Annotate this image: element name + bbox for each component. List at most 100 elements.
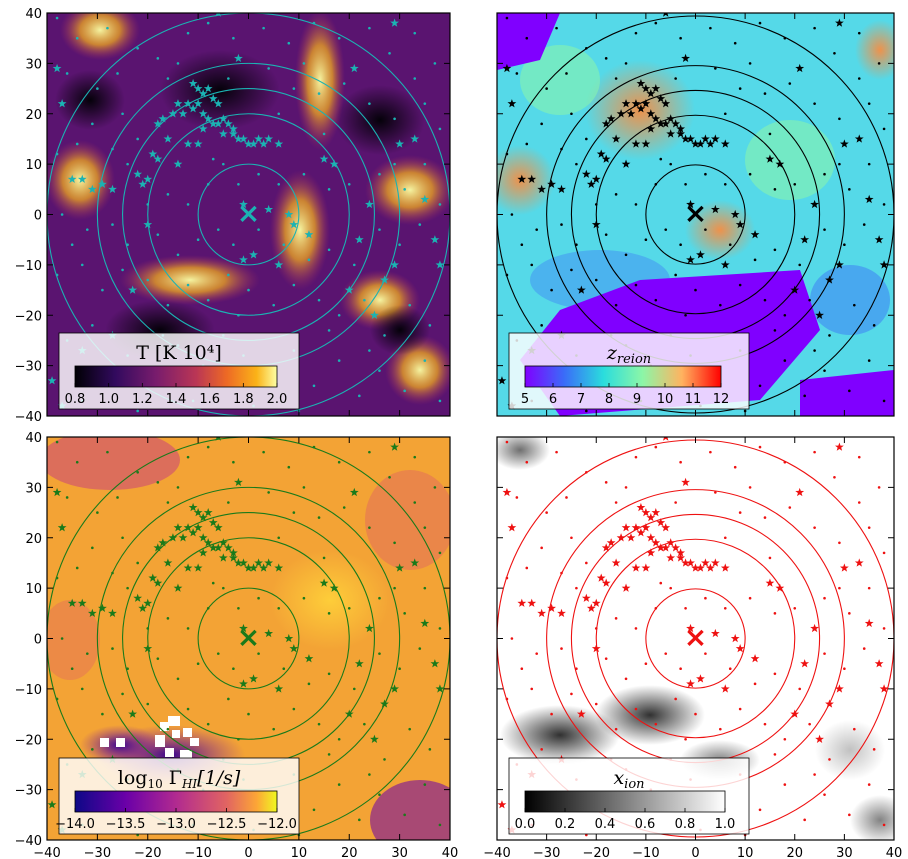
- source-dot: [317, 722, 321, 726]
- source-dot: [550, 712, 553, 716]
- source-dot: [227, 501, 230, 504]
- source-dot: [857, 77, 861, 80]
- colorbar-tick-label: 0.0: [515, 817, 536, 832]
- source-dot: [733, 465, 737, 469]
- source-dot: [560, 647, 563, 650]
- source-dot: [704, 652, 707, 655]
- source-dot: [257, 596, 260, 600]
- source-dot: [803, 818, 806, 822]
- source-dot: [327, 188, 331, 191]
- source-dot: [669, 162, 672, 166]
- y-tick-label: −40: [15, 834, 42, 849]
- source-dot: [823, 228, 826, 231]
- source-dot: [594, 278, 598, 282]
- source-dot: [237, 182, 240, 186]
- source-dot: [156, 57, 160, 60]
- source-dot: [277, 606, 281, 610]
- colorbar-tick-label: 0.8: [675, 817, 696, 832]
- source-dot: [75, 566, 79, 570]
- source-dot: [753, 682, 757, 686]
- source-dot: [575, 586, 578, 590]
- source-dot: [211, 157, 215, 161]
- source-dot: [738, 511, 742, 514]
- source-dot: [664, 228, 668, 231]
- source-dot: [704, 172, 707, 176]
- source-dot: [277, 536, 281, 540]
- source-dot: [525, 36, 529, 40]
- source-dot: [654, 445, 658, 449]
- colorbar-z-reion: zreion 5 6 7 8 9 10 11 12: [508, 332, 750, 410]
- source-dot: [393, 586, 396, 590]
- source-dot: [312, 445, 316, 449]
- source-dot: [166, 617, 170, 620]
- source-dot: [166, 77, 170, 80]
- source-dot: [55, 16, 59, 20]
- colorbar-title: T [K 10⁴]: [136, 342, 222, 364]
- source-dot: [560, 223, 563, 226]
- source-dot: [654, 606, 658, 610]
- source-dot: [211, 581, 215, 585]
- source-dot: [111, 571, 114, 575]
- distance-circle: [595, 114, 796, 315]
- axes-temperature: 40 30 20 10 0 −10 −20 −30 −40: [15, 7, 451, 425]
- source-dot: [525, 460, 529, 464]
- axes-z-reion: [496, 12, 895, 417]
- source-dot: [70, 667, 74, 671]
- source-dot: [247, 288, 250, 292]
- source-dot: [342, 506, 346, 509]
- distance-circle: [147, 537, 350, 740]
- source-dot: [783, 783, 787, 786]
- source-dot: [428, 748, 432, 751]
- source-dot: [570, 268, 573, 272]
- source-dot: [644, 238, 648, 241]
- panel-gamma-hi: × log10 ΓHI[1/s] −14.0 −13.5 −13.0 −12.5 −12…: [15, 431, 459, 859]
- source-dot: [723, 606, 727, 610]
- center-marker: ×: [684, 621, 707, 654]
- source-dot: [196, 662, 200, 665]
- source-dot: [594, 702, 598, 706]
- source-dot: [347, 606, 351, 610]
- source-dot: [216, 652, 220, 655]
- source-dot: [684, 182, 687, 186]
- source-dot: [614, 193, 618, 196]
- source-dot: [237, 313, 240, 317]
- source-dot: [848, 188, 851, 191]
- source-dot: [738, 283, 742, 287]
- source-dot: [505, 440, 509, 444]
- source-dot: [575, 667, 578, 671]
- center-marker: ×: [237, 621, 260, 654]
- source-dot: [327, 248, 331, 252]
- heatmap-gamma-hi: [47, 437, 450, 840]
- source-dot: [55, 152, 59, 156]
- distance-circle: [197, 163, 300, 266]
- source-dot: [823, 172, 826, 176]
- colorbar-tick-label: 7: [577, 392, 585, 407]
- source-dot: [823, 369, 826, 372]
- source-dot: [560, 147, 563, 151]
- y-tick-label: −20: [15, 309, 42, 324]
- x-tick-label: 40: [442, 846, 459, 859]
- source-dot: [808, 722, 811, 726]
- source-dot: [65, 72, 69, 75]
- source-dot: [121, 536, 124, 540]
- source-dot: [423, 102, 427, 105]
- source-dot: [644, 662, 648, 665]
- source-dot: [505, 697, 509, 701]
- source-dot: [403, 188, 406, 191]
- colorbar-x-ion: xion 0.0 0.2 0.4 0.6 0.8 1.0: [508, 757, 750, 835]
- colorbar-tick-label: 0.8: [65, 392, 86, 407]
- colorbar-tick-label: 6: [549, 392, 557, 407]
- source-dot: [136, 561, 139, 565]
- source-dot: [843, 243, 846, 247]
- source-dot: [783, 737, 787, 741]
- source-dot: [505, 16, 509, 20]
- source-dot: [535, 652, 538, 655]
- source-dot: [684, 606, 687, 610]
- source-dot: [634, 203, 638, 206]
- source-dot: [659, 581, 663, 585]
- source-dot: [540, 546, 543, 550]
- source-dot: [423, 783, 427, 786]
- source-dot: [146, 203, 150, 206]
- source-dot: [520, 243, 524, 247]
- source-dot: [823, 596, 826, 600]
